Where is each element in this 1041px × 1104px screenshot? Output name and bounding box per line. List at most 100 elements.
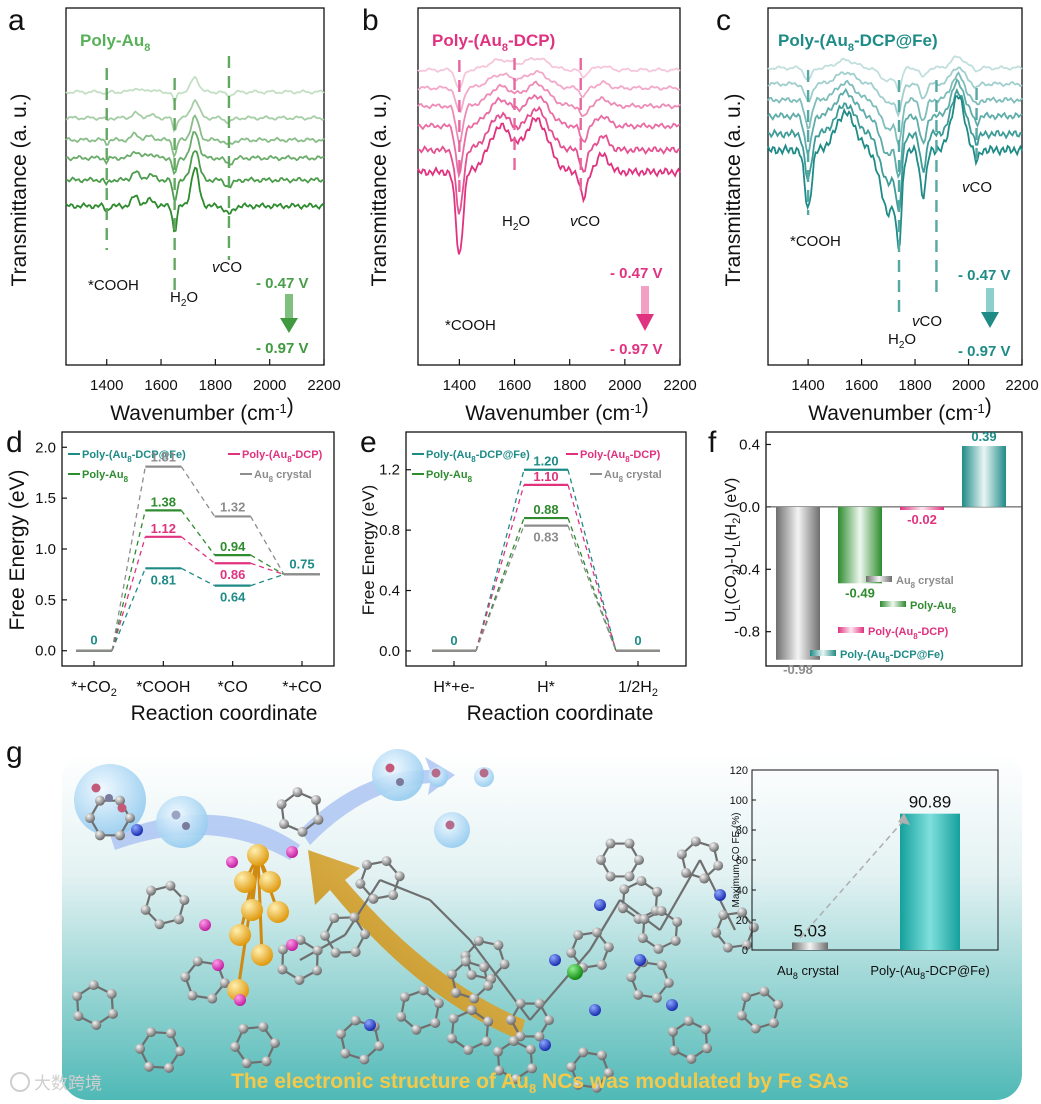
electron-transfer-arrow — [308, 850, 525, 1040]
carbon-atom — [350, 946, 361, 957]
carbon-atom — [450, 987, 461, 998]
carbon-atom — [115, 830, 125, 841]
watermark-text: 大数跨境 — [34, 1074, 102, 1093]
carbon-atom — [418, 985, 429, 996]
bond — [484, 959, 531, 1021]
spectrum-curve — [65, 150, 325, 201]
carbon-atom — [448, 1013, 459, 1024]
transition-line — [250, 554, 285, 575]
carbon-atom — [617, 903, 628, 914]
bar — [776, 506, 820, 660]
carbon-atom — [637, 933, 648, 944]
carbon-atom — [708, 842, 719, 853]
panel-label-a: a — [8, 4, 25, 37]
carbon-atom — [527, 1063, 538, 1074]
panel-g: g Maximum CO FE (%) 0 20 40 60 80 100 120 5.03… — [6, 736, 1022, 1100]
x-tick-label: 1400 — [90, 377, 123, 394]
transition-line — [180, 536, 216, 564]
carbon-atom — [335, 1028, 346, 1039]
panel-b: b Transmittance (a. u.) Wavenumber (cm-1… — [362, 4, 697, 425]
carbon-atom — [359, 1054, 370, 1065]
carbon-atom — [515, 998, 526, 1009]
x-axis-label: Reaction coordinate — [467, 702, 654, 725]
x-tick-label: 1600 — [845, 377, 878, 394]
potential-top: - 0.47 V — [610, 265, 663, 282]
scheme-background — [62, 752, 1022, 1100]
y-tick-label: 1.2 — [379, 462, 400, 479]
carbon-atom — [433, 998, 444, 1009]
x-tick-label: 2200 — [663, 377, 696, 394]
carbon-atom — [297, 826, 308, 837]
carbon-atom — [179, 895, 190, 906]
carbon-atom — [320, 930, 331, 941]
carbon-atom — [446, 969, 457, 980]
potential-arrow-shaft — [986, 288, 994, 312]
carbon-atom — [310, 794, 321, 805]
carbon-atom — [624, 871, 635, 882]
carbon-atom — [722, 942, 733, 953]
carbon-atom — [596, 959, 607, 970]
co2-bubble-small — [156, 796, 208, 848]
spectrum-curve — [767, 55, 1023, 93]
y-ticks: 0.0 0.5 1.0 1.5 2.0 — [35, 439, 67, 660]
y-tick-label: 20 — [736, 915, 748, 927]
y-tick-label: 0.4 — [739, 436, 760, 453]
carbon-atom — [543, 1015, 554, 1026]
energy-value-label: 1.12 — [151, 521, 176, 536]
nitrogen-atom — [131, 824, 143, 836]
bar-value-label: -0.49 — [845, 585, 875, 600]
energy-value-label: 1.20 — [533, 454, 558, 469]
molecule-atom — [396, 778, 404, 786]
carbon-atom — [276, 799, 287, 810]
carbon-atom — [258, 1021, 269, 1032]
phosphorus-atom — [286, 939, 298, 951]
carbon-atom — [388, 890, 399, 901]
transition-line — [111, 510, 146, 651]
energy-levels: 0 1.20 0 1.10 0.88 0.83 — [432, 454, 660, 653]
carbon-atom — [146, 885, 157, 896]
bond — [379, 878, 431, 902]
potential-arrow-head — [981, 312, 999, 328]
carbon-atom — [125, 813, 135, 823]
x-category-label: *COOH — [136, 679, 190, 696]
carbon-atom — [686, 1053, 697, 1064]
carbon-atom — [330, 947, 341, 958]
carbon-atom — [91, 1019, 102, 1030]
carbon-atom — [483, 1016, 494, 1027]
x-ticks: 1400 1600 1800 2000 2200 — [443, 359, 697, 394]
carbon-atom — [676, 849, 687, 860]
legend-label: Poly-(Au8-DCP@Fe) — [82, 449, 186, 464]
carbon-atom — [652, 886, 663, 897]
panel-label-e: e — [360, 426, 377, 459]
carbon-atom — [591, 927, 602, 938]
bar — [838, 506, 882, 584]
molecule-atom — [431, 768, 441, 778]
carbon-atom — [85, 813, 95, 823]
carbon-atom — [292, 787, 303, 798]
carbon-atom — [508, 1036, 519, 1047]
y-tick-label: 1.0 — [35, 541, 56, 558]
nitrogen-atom — [549, 954, 561, 966]
carbon-atom — [230, 1041, 241, 1052]
carbon-atom — [238, 1023, 249, 1034]
x-tick-label: 1800 — [199, 377, 232, 394]
carbon-atom — [187, 990, 198, 1001]
carbon-atom — [146, 1027, 157, 1038]
carbon-atom — [718, 910, 729, 921]
carbon-atom — [573, 1079, 584, 1090]
carbon-atom — [241, 1058, 252, 1069]
y-tick-label: 0.0 — [379, 643, 400, 660]
y-tick-label: -0.4 — [734, 561, 760, 578]
transition-line — [567, 484, 617, 652]
energy-value-label: 0.86 — [220, 567, 245, 582]
carbon-atom — [163, 1062, 174, 1073]
spectrum-curve — [417, 116, 681, 255]
y-tick-label: 0.0 — [739, 499, 760, 516]
legend-label: Poly-Au8 — [82, 469, 129, 484]
bar-value-label: 0.39 — [971, 429, 996, 444]
y-tick-label: 0.4 — [379, 583, 400, 600]
transition-line — [250, 573, 285, 587]
potential-arrow-head — [280, 318, 298, 333]
carbon-atom — [492, 1046, 503, 1057]
y-axis-label: Transmittance (a. u.) — [8, 94, 31, 287]
